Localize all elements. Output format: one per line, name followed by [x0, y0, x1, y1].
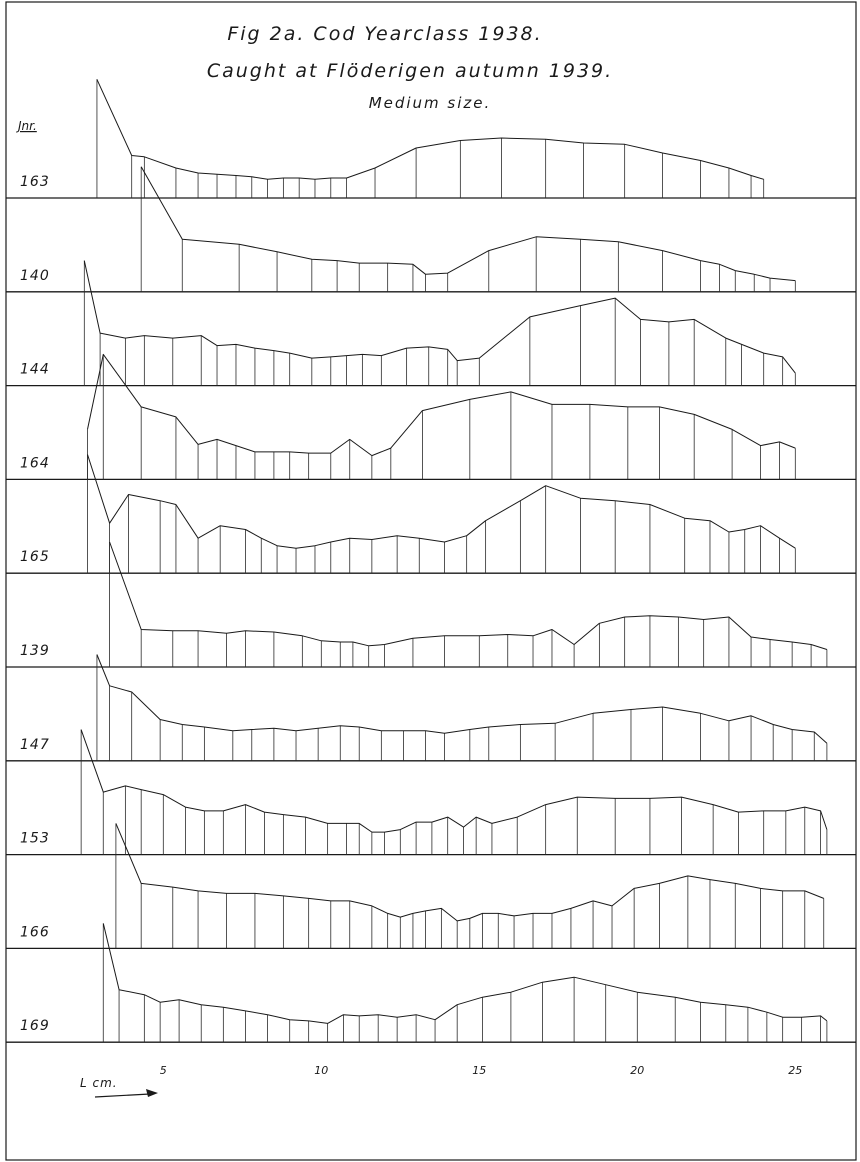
page-frame — [5, 1, 857, 1161]
series-line — [80, 729, 828, 833]
panel-140: 140 — [6, 166, 856, 293]
chart-subtitle: Caught at Flöderigen autumn 1939. — [207, 60, 613, 82]
x-tick-label: 5 — [160, 1064, 167, 1077]
panel-164: 164 — [6, 353, 856, 481]
panel-165: 165 — [6, 454, 856, 574]
x-tick-label: 10 — [314, 1064, 328, 1077]
panel-label: 164 — [20, 455, 50, 471]
panel-label: 139 — [20, 643, 50, 659]
chart-subtitle-size: Medium size. — [369, 94, 492, 112]
series-line — [87, 353, 796, 457]
panel-163: 163 — [6, 79, 856, 199]
x-axis: 5 10 15 20 25 — [160, 1064, 802, 1077]
panel-label: 165 — [20, 549, 50, 565]
series-line — [109, 541, 828, 650]
row-header-label: Jnr. — [16, 119, 37, 133]
series-line — [102, 923, 828, 1024]
panel-label: 147 — [20, 737, 50, 753]
series-line — [115, 823, 824, 922]
series-line — [83, 260, 796, 374]
panel-label: 166 — [20, 924, 50, 940]
panel-label: 163 — [20, 174, 50, 190]
x-axis-label: L cm. — [80, 1076, 118, 1090]
chart-title: Fig 2a. Cod Yearclass 1938. — [227, 23, 542, 45]
panel-label: 169 — [20, 1018, 50, 1034]
panel-label: 140 — [20, 268, 50, 284]
series-line — [96, 654, 828, 744]
panel-label: 153 — [20, 831, 50, 847]
x-tick-label: 15 — [472, 1064, 486, 1077]
x-tick-label: 25 — [788, 1064, 802, 1077]
series-line — [140, 166, 796, 282]
series-line — [96, 79, 764, 180]
panel-group: 163 140 144 164 165 139 147 153 166 169 — [6, 79, 856, 1043]
panel-label: 144 — [20, 362, 50, 378]
series-line — [87, 454, 796, 549]
panel-144: 144 — [6, 260, 856, 387]
panel-147: 147 — [6, 654, 856, 762]
panel-139: 139 — [6, 541, 856, 668]
panel-166: 166 — [6, 823, 856, 950]
panel-153: 153 — [6, 729, 856, 856]
panel-169: 169 — [6, 923, 856, 1043]
x-axis-arrow — [94, 1089, 158, 1098]
x-tick-label: 20 — [630, 1064, 644, 1077]
